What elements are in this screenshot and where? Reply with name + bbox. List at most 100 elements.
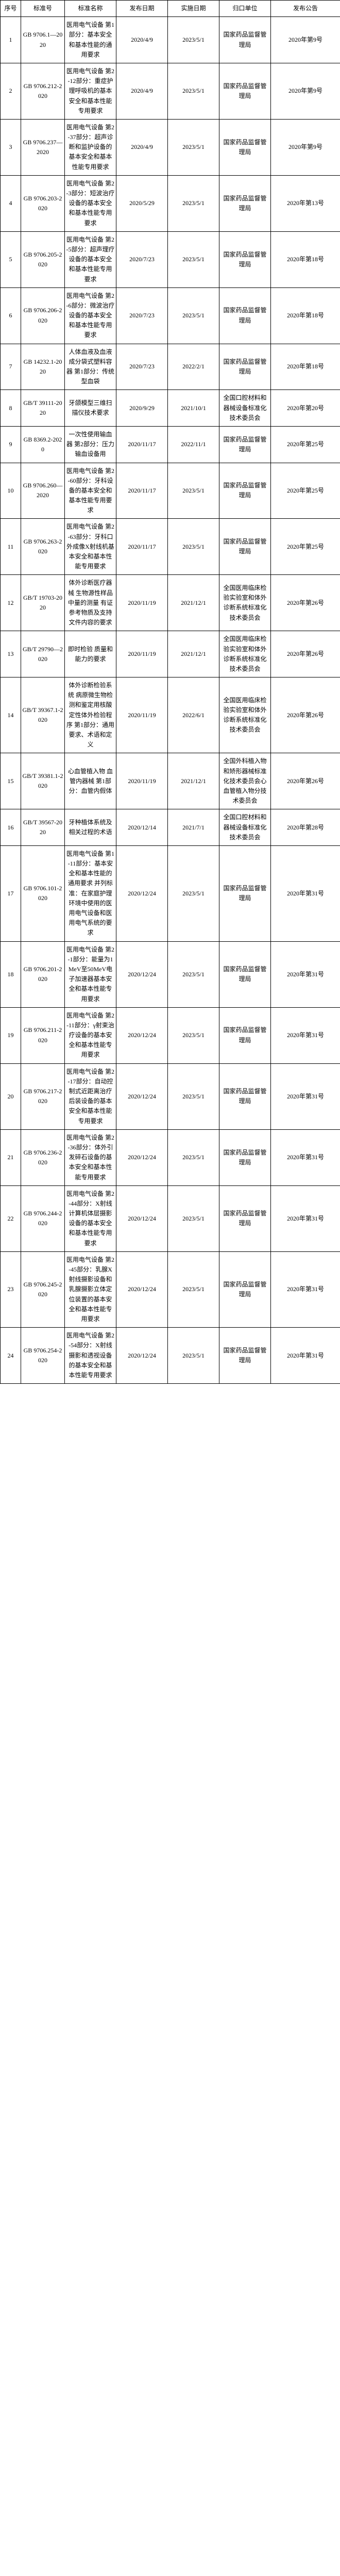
cell-org: 国家药品监督管理局 [219, 17, 271, 63]
cell-imp: 2023/5/1 [168, 119, 219, 175]
cell-ann: 2020年第25号 [271, 519, 340, 575]
table-row: 21GB 9706.236-2020医用电气设备 第2-36部分：体外引发碎石设… [1, 1129, 340, 1185]
cell-org: 国家药品监督管理局 [219, 231, 271, 287]
table-row: 9GB 8369.2-2020一次性使用输血器 第2部分：压力输血设备用2020… [1, 426, 340, 463]
cell-name: 医用电气设备 第2-11部分：γ射束治疗设备的基本安全和基本性能专用要求 [65, 1007, 116, 1063]
cell-name: 医用电气设备 第2-37部分：超声诊断和监护设备的基本安全和基本性能专用要求 [65, 119, 116, 175]
cell-ann: 2020年第9号 [271, 17, 340, 63]
cell-org: 国家药品监督管理局 [219, 463, 271, 519]
cell-pub: 2020/11/17 [116, 463, 168, 519]
header-announcement: 发布公告 [271, 1, 340, 17]
table-row: 7GB 14232.1-2020人体血液及血液成分袋式塑料容器 第1部分：传统型… [1, 344, 340, 390]
table-row: 6GB 9706.206-2020医用电气设备 第2-6部分：微波治疗设备的基本… [1, 287, 340, 344]
table-row: 20GB 9706.217-2020医用电气设备 第2-17部分：自动控制式近距… [1, 1063, 340, 1129]
cell-name: 医用电气设备 第1部分：基本安全和基本性能的通用要求 [65, 17, 116, 63]
cell-org: 国家药品监督管理局 [219, 175, 271, 231]
cell-imp: 2023/5/1 [168, 1251, 219, 1327]
cell-name: 医用电气设备 第2-36部分：体外引发碎石设备的基本安全和基本性能专用要求 [65, 1129, 116, 1185]
cell-seq: 1 [1, 17, 21, 63]
cell-num: GB/T 39367.1-2020 [21, 677, 65, 753]
cell-ann: 2020年第25号 [271, 463, 340, 519]
table-row: 5GB 9706.205-2020医用电气设备 第2-5部分：超声理疗设备的基本… [1, 231, 340, 287]
cell-ann: 2020年第31号 [271, 1007, 340, 1063]
cell-org: 国家药品监督管理局 [219, 845, 271, 941]
table-row: 1GB 9706.1—2020医用电气设备 第1部分：基本安全和基本性能的通用要… [1, 17, 340, 63]
cell-pub: 2020/5/29 [116, 175, 168, 231]
cell-imp: 2021/7/1 [168, 809, 219, 846]
table-row: 14GB/T 39367.1-2020体外诊断检验系统 病原微生物检测和鉴定用核… [1, 677, 340, 753]
cell-num: GB/T 19703-2020 [21, 575, 65, 631]
cell-num: GB 14232.1-2020 [21, 344, 65, 390]
cell-imp: 2023/5/1 [168, 941, 219, 1007]
table-row: 23GB 9706.245-2020医用电气设备 第2-45部分：乳腺X射线摄影… [1, 1251, 340, 1327]
cell-org: 国家药品监督管理局 [219, 287, 271, 344]
cell-ann: 2020年第18号 [271, 344, 340, 390]
cell-pub: 2020/12/24 [116, 845, 168, 941]
table-row: 18GB 9706.201-2020医用电气设备 第2-1部分：能量为1MeV至… [1, 941, 340, 1007]
cell-org: 国家药品监督管理局 [219, 1185, 271, 1251]
cell-pub: 2020/4/9 [116, 119, 168, 175]
cell-imp: 2021/12/1 [168, 575, 219, 631]
cell-num: GB/T 39567-2020 [21, 809, 65, 846]
cell-ann: 2020年第31号 [271, 941, 340, 1007]
cell-imp: 2023/5/1 [168, 17, 219, 63]
cell-num: GB 9706.254-2020 [21, 1328, 65, 1384]
table-row: 24GB 9706.254-2020医用电气设备 第2-54部分：X射线摄影和透… [1, 1328, 340, 1384]
cell-name: 体外诊断检验系统 病原微生物检测和鉴定用核酸定性体外检验程序 第1部分：通用要求… [65, 677, 116, 753]
cell-seq: 21 [1, 1129, 21, 1185]
cell-num: GB 9706.205-2020 [21, 231, 65, 287]
cell-imp: 2022/11/1 [168, 426, 219, 463]
cell-pub: 2020/12/24 [116, 1251, 168, 1327]
cell-num: GB/T 39381.1-2020 [21, 753, 65, 809]
cell-imp: 2023/5/1 [168, 845, 219, 941]
cell-ann: 2020年第20号 [271, 390, 340, 427]
cell-seq: 19 [1, 1007, 21, 1063]
table-row: 3GB 9706.237—2020医用电气设备 第2-37部分：超声诊断和监护设… [1, 119, 340, 175]
cell-imp: 2021/10/1 [168, 390, 219, 427]
cell-pub: 2020/4/9 [116, 17, 168, 63]
cell-seq: 20 [1, 1063, 21, 1129]
cell-pub: 2020/7/23 [116, 231, 168, 287]
cell-num: GB 9706.203-2020 [21, 175, 65, 231]
cell-name: 医用电气设备 第2-44部分：X射线计算机体层摄影设备的基本安全和基本性能专用要… [65, 1185, 116, 1251]
cell-num: GB 9706.236-2020 [21, 1129, 65, 1185]
cell-num: GB 9706.101-2020 [21, 845, 65, 941]
cell-org: 国家药品监督管理局 [219, 941, 271, 1007]
cell-num: GB 9706.244-2020 [21, 1185, 65, 1251]
cell-num: GB 9706.206-2020 [21, 287, 65, 344]
cell-org: 国家药品监督管理局 [219, 426, 271, 463]
cell-pub: 2020/11/19 [116, 575, 168, 631]
cell-imp: 2023/5/1 [168, 1185, 219, 1251]
cell-seq: 9 [1, 426, 21, 463]
cell-num: GB/T 39111-2020 [21, 390, 65, 427]
cell-num: GB 9706.201-2020 [21, 941, 65, 1007]
cell-name: 一次性使用输血器 第2部分：压力输血设备用 [65, 426, 116, 463]
table-row: 13GB/T 29790—2020即时检验 质量和能力的要求2020/11/19… [1, 631, 340, 677]
cell-ann: 2020年第26号 [271, 753, 340, 809]
cell-pub: 2020/4/9 [116, 63, 168, 119]
cell-imp: 2023/5/1 [168, 463, 219, 519]
cell-seq: 24 [1, 1328, 21, 1384]
header-implement-date: 实施日期 [168, 1, 219, 17]
cell-org: 国家药品监督管理局 [219, 1129, 271, 1185]
cell-org: 国家药品监督管理局 [219, 1063, 271, 1129]
header-standard-name: 标准名称 [65, 1, 116, 17]
cell-seq: 12 [1, 575, 21, 631]
table-row: 2GB 9706.212-2020医用电气设备 第2-12部分：重症护理呼吸机的… [1, 63, 340, 119]
cell-ann: 2020年第31号 [271, 1129, 340, 1185]
cell-name: 医用电气设备 第2-17部分：自动控制式近距离治疗后装设备的基本安全和基本性能专… [65, 1063, 116, 1129]
cell-imp: 2023/5/1 [168, 1063, 219, 1129]
cell-seq: 7 [1, 344, 21, 390]
cell-num: GB 9706.260—2020 [21, 463, 65, 519]
cell-seq: 6 [1, 287, 21, 344]
cell-imp: 2023/5/1 [168, 231, 219, 287]
cell-org: 国家药品监督管理局 [219, 119, 271, 175]
table-row: 19GB 9706.211-2020医用电气设备 第2-11部分：γ射束治疗设备… [1, 1007, 340, 1063]
cell-org: 国家药品监督管理局 [219, 1328, 271, 1384]
cell-name: 即时检验 质量和能力的要求 [65, 631, 116, 677]
header-publish-date: 发布日期 [116, 1, 168, 17]
cell-pub: 2020/12/24 [116, 941, 168, 1007]
header-standard-number: 标准号 [21, 1, 65, 17]
cell-ann: 2020年第18号 [271, 231, 340, 287]
cell-name: 医用电气设备 第2-54部分：X射线摄影和透视设备的基本安全和基本性能专用要求 [65, 1328, 116, 1384]
